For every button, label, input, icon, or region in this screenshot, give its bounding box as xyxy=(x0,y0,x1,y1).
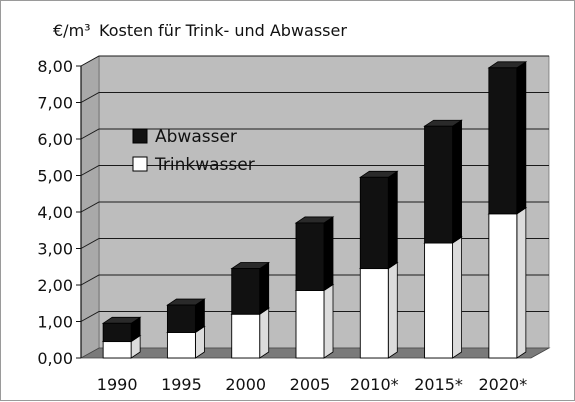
x-tick-label: 2020* xyxy=(478,375,527,394)
y-tick-label: 8,00 xyxy=(37,57,73,76)
legend-label: Trinkwasser xyxy=(154,155,255,175)
y-unit-label: €/m³ xyxy=(53,21,91,40)
y-tick-label: 5,00 xyxy=(37,167,73,186)
x-tick-label: 2005 xyxy=(290,375,331,394)
y-tick-label: 4,00 xyxy=(37,203,73,222)
legend-swatch xyxy=(132,128,148,144)
x-tick-label: 2000 xyxy=(225,375,266,394)
gridline xyxy=(80,165,549,176)
bar-abwasser xyxy=(358,170,399,270)
bar-abwasser xyxy=(230,261,271,315)
gridline xyxy=(80,128,549,140)
bar-trinkwasser xyxy=(423,236,463,359)
y-tick-label: 7,00 xyxy=(37,94,73,113)
bar-abwasser xyxy=(294,216,335,292)
x-tick-label: 2015* xyxy=(414,375,463,394)
bar-abwasser xyxy=(101,316,142,343)
gridline xyxy=(80,274,549,286)
y-tick-label: 2,00 xyxy=(37,276,73,295)
bar-trinkwasser xyxy=(294,283,335,359)
legend: Abwasser Trinkwasser xyxy=(132,127,255,175)
x-tick-label: 1990 xyxy=(97,375,138,394)
legend-label: Abwasser xyxy=(155,127,237,147)
bar-trinkwasser xyxy=(230,307,271,359)
gridline xyxy=(80,238,549,249)
gridline xyxy=(80,201,549,213)
gridline xyxy=(80,311,549,322)
x-tick-label: 2010* xyxy=(350,375,399,394)
chart-title: Kosten für Trink- und Abwasser xyxy=(99,21,347,40)
y-tick-label: 0,00 xyxy=(37,349,73,368)
x-tick-label: 1995 xyxy=(161,375,202,394)
y-tick-label: 1,00 xyxy=(37,313,73,332)
bar-abwasser xyxy=(423,119,463,244)
bar-trinkwasser xyxy=(487,207,528,359)
y-tick-label: 6,00 xyxy=(37,130,73,149)
bar-trinkwasser xyxy=(358,261,399,359)
y-tick-label: 3,00 xyxy=(37,240,73,259)
bar-abwasser xyxy=(487,61,528,215)
gridline xyxy=(80,92,549,103)
bar-abwasser xyxy=(166,298,206,334)
legend-swatch xyxy=(132,156,148,172)
gridline xyxy=(80,55,549,67)
